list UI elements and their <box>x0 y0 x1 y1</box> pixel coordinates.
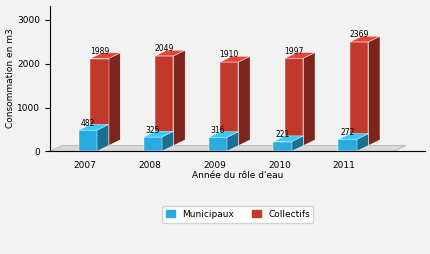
X-axis label: Année du rôle d'eau: Année du rôle d'eau <box>192 171 283 180</box>
Polygon shape <box>356 134 368 151</box>
Polygon shape <box>303 53 314 146</box>
Text: 2009: 2009 <box>203 161 225 170</box>
Text: 272: 272 <box>340 128 354 137</box>
Polygon shape <box>273 141 291 151</box>
Text: 2007: 2007 <box>73 161 96 170</box>
Text: 1910: 1910 <box>219 50 238 59</box>
Text: 1997: 1997 <box>284 46 303 56</box>
Text: 482: 482 <box>80 119 95 128</box>
Polygon shape <box>208 137 226 151</box>
Polygon shape <box>220 56 249 62</box>
Y-axis label: Consommation en m3: Consommation en m3 <box>6 28 15 128</box>
Polygon shape <box>368 36 379 146</box>
Polygon shape <box>338 134 368 139</box>
Polygon shape <box>90 58 108 146</box>
Text: 221: 221 <box>275 130 289 139</box>
Polygon shape <box>238 56 249 146</box>
Polygon shape <box>155 56 173 146</box>
Polygon shape <box>173 50 185 146</box>
Polygon shape <box>97 124 108 151</box>
Polygon shape <box>349 42 368 146</box>
Text: 316: 316 <box>210 126 224 135</box>
Text: 325: 325 <box>145 126 160 135</box>
Text: 2369: 2369 <box>349 30 368 39</box>
Text: 2049: 2049 <box>154 44 174 53</box>
Polygon shape <box>338 139 356 151</box>
Text: 1989: 1989 <box>89 47 109 56</box>
Polygon shape <box>161 131 173 151</box>
Polygon shape <box>155 50 185 56</box>
Polygon shape <box>78 124 108 130</box>
Polygon shape <box>78 130 97 151</box>
Polygon shape <box>90 53 120 58</box>
Text: 2011: 2011 <box>332 161 355 170</box>
Text: 2008: 2008 <box>138 161 160 170</box>
Polygon shape <box>220 62 238 146</box>
Polygon shape <box>285 58 303 146</box>
Polygon shape <box>143 137 161 151</box>
Polygon shape <box>285 53 314 58</box>
Legend: Municipaux, Collectifs: Municipaux, Collectifs <box>162 206 313 223</box>
Polygon shape <box>143 131 173 137</box>
Polygon shape <box>291 136 303 151</box>
Polygon shape <box>226 132 238 151</box>
Polygon shape <box>108 53 120 146</box>
Text: 2010: 2010 <box>267 161 290 170</box>
Polygon shape <box>208 132 238 137</box>
Polygon shape <box>50 146 405 151</box>
Polygon shape <box>349 36 379 42</box>
Polygon shape <box>273 136 303 141</box>
